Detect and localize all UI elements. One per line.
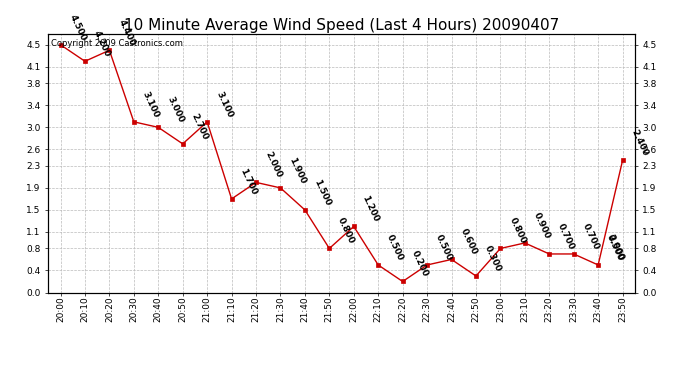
Title: 10 Minute Average Wind Speed (Last 4 Hours) 20090407: 10 Minute Average Wind Speed (Last 4 Hou… (124, 18, 559, 33)
Text: 2.000: 2.000 (263, 150, 283, 180)
Text: 0.500: 0.500 (434, 233, 454, 262)
Text: 4.500: 4.500 (68, 13, 88, 42)
Text: 3.000: 3.000 (165, 95, 185, 124)
Text: 0.800: 0.800 (336, 216, 356, 246)
Text: 0.700: 0.700 (581, 222, 601, 251)
Text: 1.200: 1.200 (361, 194, 381, 224)
Text: 0.200: 0.200 (410, 249, 430, 279)
Text: 2.000: 2.000 (605, 233, 625, 262)
Text: 1.700: 1.700 (239, 167, 259, 196)
Text: 0.600: 0.600 (458, 228, 478, 257)
Text: 1.500: 1.500 (312, 178, 332, 207)
Text: 0.500: 0.500 (605, 233, 625, 262)
Text: 0.500: 0.500 (385, 233, 405, 262)
Text: 0.700: 0.700 (556, 222, 576, 251)
Text: 2.700: 2.700 (190, 112, 210, 141)
Text: 1.900: 1.900 (288, 156, 308, 185)
Text: 0.800: 0.800 (507, 216, 527, 246)
Text: Copyright 2009 Castronics.com: Copyright 2009 Castronics.com (51, 39, 183, 48)
Text: 2.400: 2.400 (629, 128, 649, 158)
Text: 3.100: 3.100 (214, 90, 234, 119)
Text: 4.200: 4.200 (92, 29, 112, 58)
Text: 3.100: 3.100 (141, 90, 161, 119)
Text: 0.900: 0.900 (532, 211, 552, 240)
Text: 4.400: 4.400 (117, 18, 137, 48)
Text: 0.300: 0.300 (483, 244, 503, 273)
